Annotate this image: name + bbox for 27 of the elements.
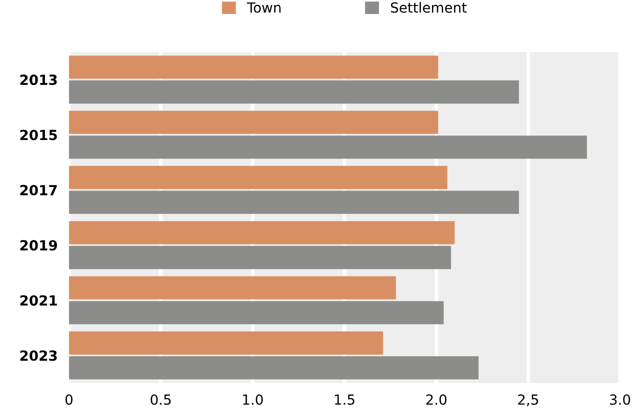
- x-tick-label: 1.5: [334, 394, 354, 405]
- bar: [69, 246, 452, 270]
- bar: [69, 136, 587, 159]
- x-tick-label: 0.5: [150, 394, 171, 405]
- legend-label: Town: [246, 2, 281, 13]
- x-tick-label: 0: [65, 394, 72, 405]
- x-tick-label: 2,5: [518, 394, 538, 406]
- bar: [69, 56, 438, 79]
- bar: [69, 110, 438, 134]
- bar: [69, 301, 444, 324]
- y-tick-label: 2017: [20, 184, 57, 196]
- bar: [69, 276, 396, 300]
- bar: [69, 221, 455, 244]
- x-tick-label: 3.0: [610, 394, 630, 405]
- bar: [69, 166, 448, 190]
- y-tick-label: 2015: [20, 130, 57, 140]
- x-tick-label: 2.0: [426, 394, 446, 405]
- x-tick-label: 1.0: [243, 394, 263, 405]
- legend-label: Settlement: [390, 2, 467, 13]
- y-tick-label: 2013: [20, 74, 57, 86]
- bar: [69, 190, 519, 214]
- bar: [69, 356, 479, 380]
- y-tick-label: 2023: [20, 350, 57, 361]
- bar: [69, 331, 384, 355]
- y-tick-label: 2021: [20, 295, 57, 306]
- y-tick-label: 2019: [20, 240, 57, 251]
- bar: [69, 80, 519, 104]
